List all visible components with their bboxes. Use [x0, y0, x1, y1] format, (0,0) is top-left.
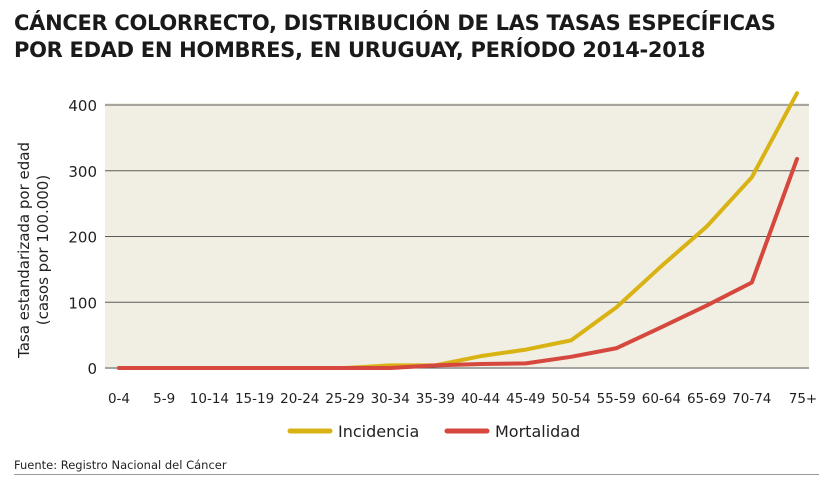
series-lines — [117, 91, 799, 370]
x-tick-label: 25-29 — [325, 391, 364, 407]
y-axis-label: Tasa estandarizada por edad — [15, 142, 33, 359]
x-tick-label: 35-39 — [416, 391, 455, 407]
legend-label: Mortalidad — [495, 422, 580, 441]
x-axis-ticks: 0-4 5-9 10-14 15-19 20-24 25-29 30-34 35-39 40-4… — [108, 391, 817, 407]
y-tick-label: 400 — [68, 97, 97, 115]
legend: Incidencia Mortalidad — [287, 422, 580, 441]
chart-title-line-1: CÁNCER COLORRECTO, DISTRIBUCIÓN DE LAS T… — [14, 11, 776, 35]
x-tick-label: 5-9 — [153, 391, 175, 407]
footer-divider — [14, 474, 819, 475]
legend-label: Incidencia — [338, 422, 419, 441]
x-tick-label: 55-59 — [597, 391, 636, 407]
y-tick-label: 100 — [68, 294, 97, 312]
y-tick-label: 0 — [87, 360, 97, 378]
x-tick-label: 45-49 — [506, 391, 545, 407]
source-note: Fuente: Registro Nacional del Cáncer — [14, 458, 227, 472]
x-tick-label: 65-69 — [687, 391, 726, 407]
x-tick-label: 20-24 — [280, 391, 319, 407]
x-tick-label: 40-44 — [461, 391, 500, 407]
x-tick-label: 60-64 — [642, 391, 681, 407]
y-tick-label: 300 — [68, 163, 97, 181]
chart-title-line-2: POR EDAD EN HOMBRES, EN URUGUAY, PERÍODO… — [14, 38, 706, 62]
x-tick-label: 75+ — [789, 391, 818, 407]
x-tick-label: 70-74 — [732, 391, 771, 407]
x-tick-label: 0-4 — [108, 391, 130, 407]
y-axis-ticks: 0 100 200 300 400 — [68, 97, 97, 378]
x-tick-label: 10-14 — [190, 391, 229, 407]
gridlines — [105, 104, 809, 369]
y-tick-label: 200 — [68, 229, 97, 247]
chart-title: CÁNCER COLORRECTO, DISTRIBUCIÓN DE LAS T… — [14, 10, 814, 64]
x-tick-label: 30-34 — [371, 391, 410, 407]
y-axis-label-units: (casos por 100.000) — [34, 175, 52, 325]
x-tick-label: 50-54 — [551, 391, 590, 407]
x-tick-label: 15-19 — [235, 391, 274, 407]
series-line-mortalidad — [117, 156, 799, 370]
